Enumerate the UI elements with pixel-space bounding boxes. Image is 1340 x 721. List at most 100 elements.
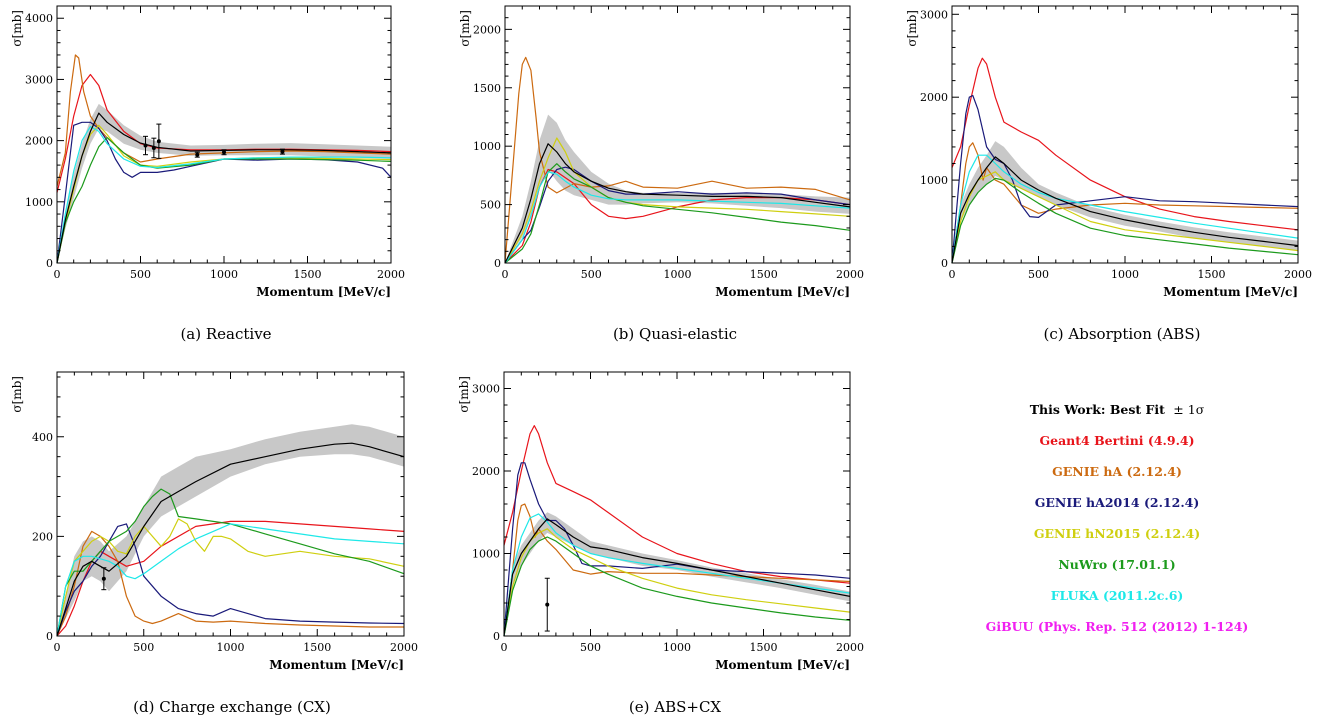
series-line-ha2014 bbox=[56, 523, 405, 637]
x-tick-label: 1500 bbox=[294, 268, 322, 281]
legend-entry-gibuu: GiBUU (Phys. Rep. 512 (2012) 1-124) bbox=[952, 611, 1282, 642]
x-tick-label: 0 bbox=[501, 641, 508, 654]
series-line-hn2015 bbox=[56, 518, 405, 637]
y-tick-label: 1000 bbox=[473, 140, 501, 153]
legend-entry-nuwro: NuWro (17.01.1) bbox=[952, 549, 1282, 580]
y-tick-label: 4000 bbox=[25, 12, 53, 25]
legend-suffix: ± 1σ bbox=[1173, 402, 1205, 417]
y-tick-label: 0 bbox=[941, 257, 948, 270]
series-line-fit bbox=[56, 112, 392, 264]
legend-label: This Work: Best Fit bbox=[1029, 402, 1165, 417]
series-line-fit bbox=[503, 518, 851, 637]
y-tick-label: 2000 bbox=[920, 91, 948, 104]
x-tick-label: 2000 bbox=[1284, 268, 1312, 281]
y-axis-title: σ[mb] bbox=[905, 10, 919, 47]
series-line-bertini bbox=[56, 520, 405, 637]
y-tick-label: 1000 bbox=[920, 174, 948, 187]
x-tick-label: 1000 bbox=[1111, 268, 1139, 281]
series-line-fit bbox=[56, 442, 405, 637]
x-tick-label: 1000 bbox=[210, 268, 238, 281]
x-tick-label: 500 bbox=[1028, 268, 1049, 281]
y-tick-label: 200 bbox=[32, 530, 53, 543]
series-line-nuwro bbox=[56, 488, 405, 637]
y-tick-label: 0 bbox=[46, 630, 53, 643]
y-tick-label: 3000 bbox=[920, 8, 948, 21]
y-tick-label: 3000 bbox=[472, 383, 500, 396]
x-tick-label: 500 bbox=[133, 641, 154, 654]
x-tick-label: 1000 bbox=[663, 641, 691, 654]
legend-entry-genie-ha2014: GENIE hA2014 (2.12.4) bbox=[952, 487, 1282, 518]
panel-abs-plus-cx: 0 500 1000 1500 2000 0 1000 2000 3000 Momentum [M… bbox=[457, 371, 864, 716]
legend-label: FLUKA (2011.2c.6) bbox=[1050, 588, 1184, 603]
data-point bbox=[545, 602, 550, 607]
y-tick-label: 3000 bbox=[25, 73, 53, 86]
x-tick-label: 0 bbox=[502, 268, 509, 281]
panel-caption: (e) ABS+CX bbox=[629, 698, 722, 716]
x-axis-title: Momentum [MeV/c] bbox=[1163, 285, 1298, 299]
panel-absorption: 0 500 1000 1500 2000 0 1000 2000 3000 Momentum [M… bbox=[905, 5, 1312, 343]
y-tick-label: 500 bbox=[480, 199, 501, 212]
x-axis-title: Momentum [MeV/c] bbox=[715, 658, 850, 672]
legend-label: Geant4 Bertini (4.9.4) bbox=[1039, 433, 1195, 448]
x-tick-label: 2000 bbox=[836, 268, 864, 281]
x-tick-label: 1000 bbox=[664, 268, 692, 281]
y-tick-label: 2000 bbox=[472, 465, 500, 478]
x-tick-label: 2000 bbox=[377, 268, 405, 281]
series-line-bertini bbox=[503, 425, 851, 584]
data-point bbox=[143, 143, 148, 148]
series-line-fluka bbox=[504, 171, 851, 264]
series-line-hn2015 bbox=[503, 528, 851, 637]
series-line-fluka bbox=[951, 154, 1299, 264]
series-line-fluka bbox=[56, 125, 392, 264]
x-tick-label: 2000 bbox=[390, 641, 418, 654]
legend-label: GENIE hA (2.12.4) bbox=[1052, 464, 1182, 479]
legend-entry-fluka: FLUKA (2011.2c.6) bbox=[952, 580, 1282, 611]
uncertainty-band bbox=[504, 512, 850, 636]
panel-reactive: 0 500 1000 1500 2000 0 1000 2000 3000 4000 Momentu… bbox=[10, 5, 405, 343]
data-point bbox=[101, 576, 106, 581]
uncertainty-band bbox=[57, 103, 391, 264]
y-tick-label: 1500 bbox=[473, 82, 501, 95]
panel-caption: (c) Absorption (ABS) bbox=[1044, 325, 1201, 343]
uncertainty-band bbox=[952, 141, 1298, 263]
x-tick-label: 1500 bbox=[750, 268, 778, 281]
y-tick-label: 0 bbox=[494, 257, 501, 270]
series-line-bertini bbox=[56, 73, 392, 193]
legend-label: GENIE hA2014 (2.12.4) bbox=[1034, 495, 1200, 510]
data-point bbox=[195, 152, 200, 157]
x-tick-label: 1500 bbox=[750, 641, 778, 654]
x-tick-label: 500 bbox=[130, 268, 151, 281]
x-tick-label: 500 bbox=[581, 268, 602, 281]
y-tick-label: 0 bbox=[493, 630, 500, 643]
series-line-fit bbox=[951, 156, 1299, 264]
series-line-ha bbox=[503, 503, 851, 637]
y-tick-label: 400 bbox=[32, 431, 53, 444]
y-axis-title: σ[mb] bbox=[10, 10, 24, 47]
x-tick-label: 500 bbox=[580, 641, 601, 654]
y-axis-title: σ[mb] bbox=[458, 10, 472, 47]
y-axis-title: σ[mb] bbox=[457, 376, 471, 413]
series-line-ha2014 bbox=[504, 166, 851, 264]
plot-frame bbox=[56, 371, 405, 637]
y-tick-label: 2000 bbox=[25, 135, 53, 148]
series-line-bertini bbox=[504, 168, 851, 264]
x-tick-label: 0 bbox=[949, 268, 956, 281]
series-line-bertini bbox=[951, 57, 1299, 231]
x-axis-title: Momentum [MeV/c] bbox=[256, 285, 391, 299]
uncertainty-band bbox=[505, 114, 850, 263]
y-tick-label: 1000 bbox=[25, 196, 53, 209]
data-point bbox=[280, 149, 285, 154]
y-tick-label: 0 bbox=[46, 257, 53, 270]
legend-label: NuWro (17.01.1) bbox=[1058, 557, 1176, 572]
x-axis-title: Momentum [MeV/c] bbox=[269, 658, 404, 672]
legend-entry-genie-hn2015: GENIE hN2015 (2.12.4) bbox=[952, 518, 1282, 549]
y-axis-title: σ[mb] bbox=[10, 376, 24, 413]
x-tick-label: 0 bbox=[54, 641, 61, 654]
series-line-fluka bbox=[503, 513, 851, 637]
series-line-nuwro bbox=[56, 137, 392, 264]
data-point bbox=[151, 145, 156, 150]
series-line-nuwro bbox=[951, 177, 1299, 264]
y-tick-label: 1000 bbox=[472, 548, 500, 561]
data-point bbox=[156, 139, 161, 144]
series-line-nuwro bbox=[504, 163, 851, 264]
